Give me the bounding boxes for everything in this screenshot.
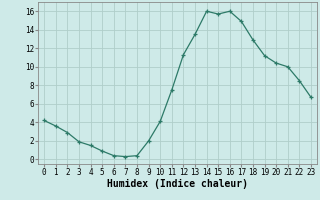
X-axis label: Humidex (Indice chaleur): Humidex (Indice chaleur) <box>107 179 248 189</box>
